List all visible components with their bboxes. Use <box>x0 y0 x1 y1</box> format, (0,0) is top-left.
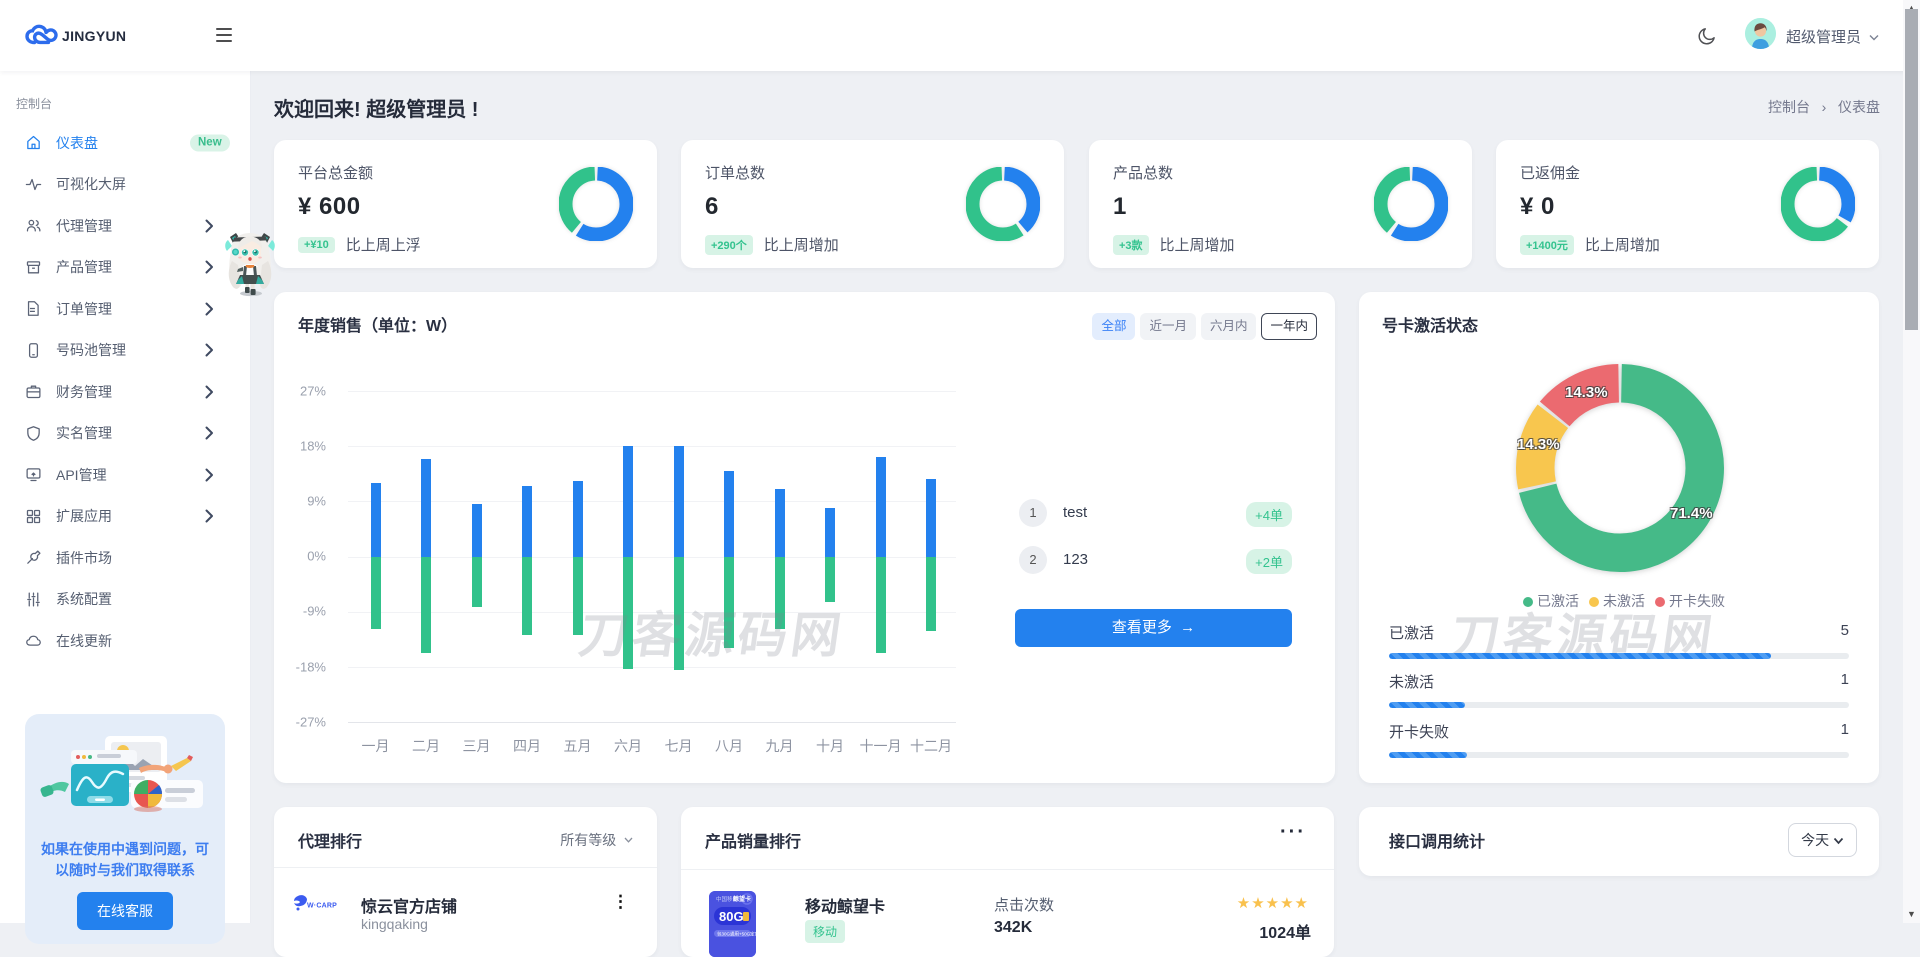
svg-text:中国移动: 中国移动 <box>716 895 739 903</box>
svg-text:80G: 80G <box>719 909 744 924</box>
svg-text:W·CARP: W·CARP <box>307 903 337 910</box>
svg-text:包30G通用+50G定向: 包30G通用+50G定向 <box>717 931 756 938</box>
svg-text:鲸望卡: 鲸望卡 <box>733 895 751 903</box>
